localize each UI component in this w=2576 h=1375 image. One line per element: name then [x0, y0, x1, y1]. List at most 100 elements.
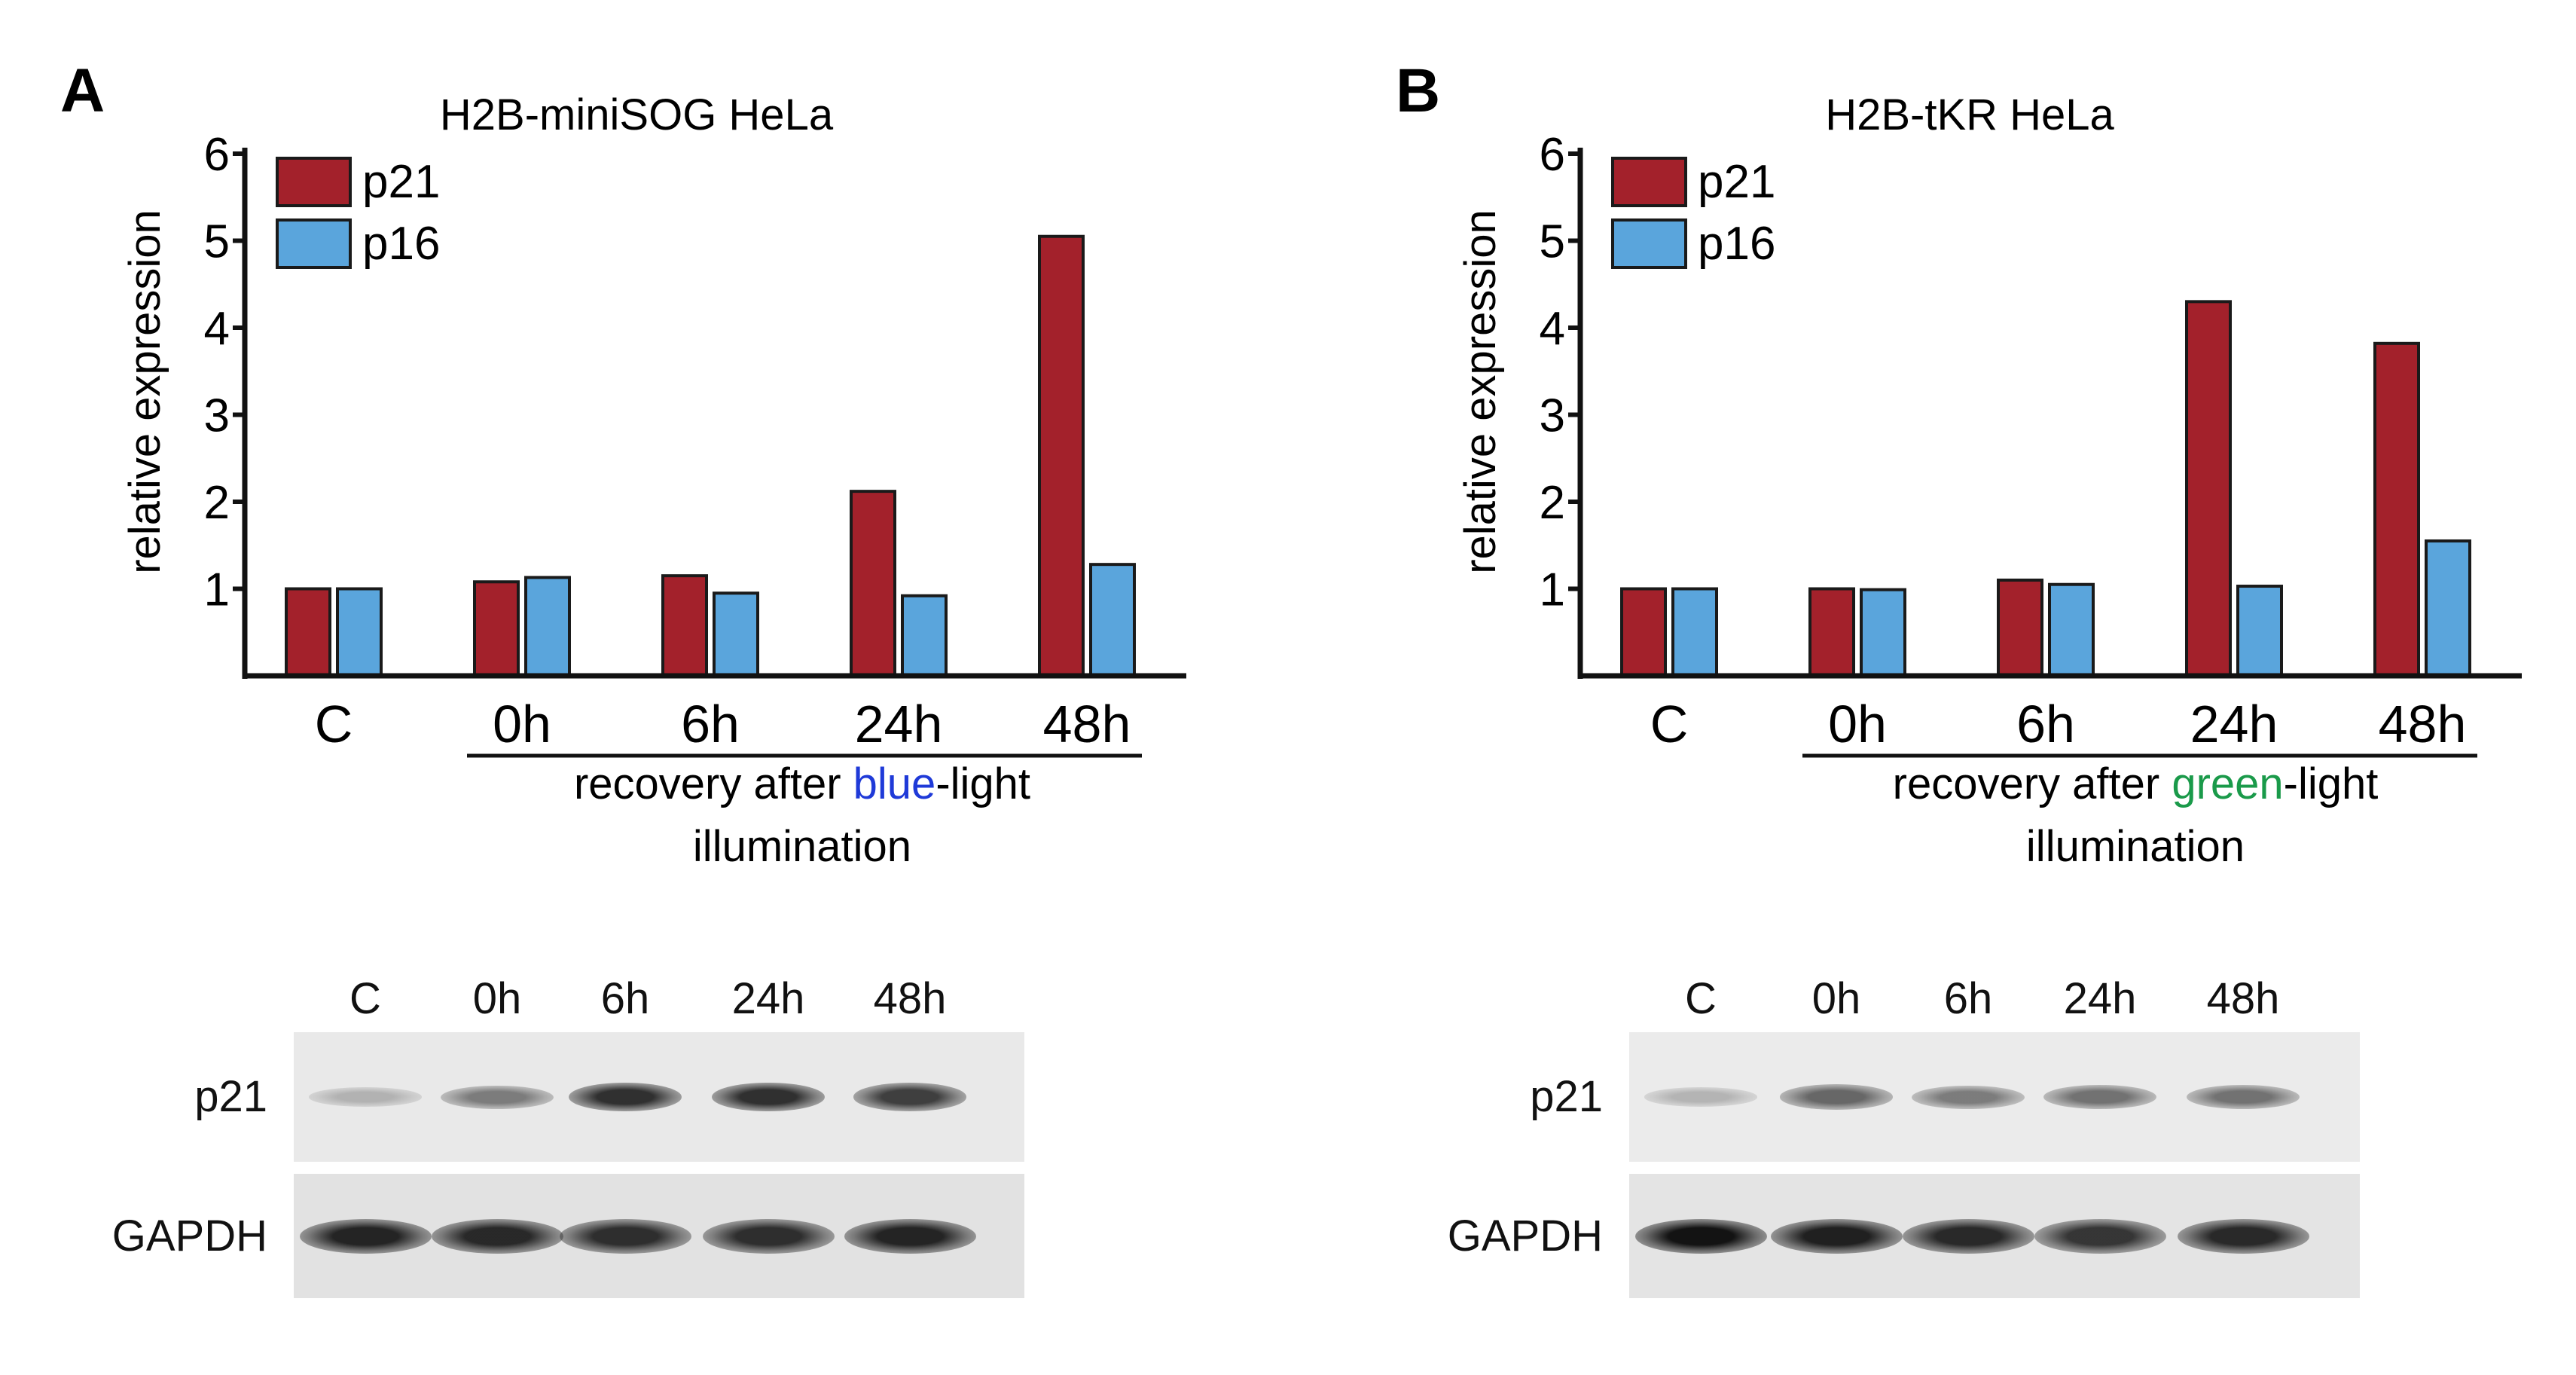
- blot-band-a-p21-6h: [569, 1082, 682, 1112]
- legend-label-b-p16: p16: [1698, 218, 1775, 270]
- panel-a: A H2B-miniSOG HeLa relative expression 1 2 3 4…: [0, 0, 1280, 1375]
- bar-a-p21-6h: [661, 574, 708, 677]
- y-tick-label-b-6: 6: [1540, 129, 1565, 181]
- blot-band-b-p21-6h: [1912, 1085, 2025, 1109]
- x-tick-label-a-0h: 0h: [493, 695, 551, 753]
- y-tick-label-a-2: 2: [204, 477, 230, 529]
- chart-a: A H2B-miniSOG HeLa relative expression 1 2 3 4…: [60, 57, 1186, 871]
- bar-b-p16-6h: [2048, 582, 2095, 677]
- blot-lane-label-a-C: C: [349, 974, 381, 1023]
- legend-label-a-p21: p21: [362, 156, 440, 208]
- blot-lane-label-a-24h: 24h: [731, 974, 805, 1023]
- blot-band-b-gapdh-C: [1634, 1218, 1767, 1254]
- blot-band-a-p21-24h: [712, 1082, 825, 1112]
- y-tick-label-a-5: 5: [204, 216, 230, 268]
- chart-title-b: H2B-tKR HeLa: [1825, 90, 2114, 139]
- blot-band-b-gapdh-0h: [1770, 1218, 1903, 1254]
- bar-a-p16-24h: [901, 594, 948, 677]
- y-tick-label-b-4: 4: [1540, 303, 1565, 355]
- blot-lane-label-b-48h: 48h: [2206, 974, 2280, 1023]
- blot-lane-label-a-48h: 48h: [873, 974, 947, 1023]
- bar-a-p16-C: [336, 587, 383, 677]
- blot-band-b-p21-48h: [2187, 1084, 2300, 1110]
- x-tick-label-b-48h: 48h: [2379, 695, 2467, 753]
- x-tick-label-a-C: C: [315, 695, 353, 753]
- x-tick-label-a-6h: 6h: [681, 695, 740, 753]
- blot-strip-b-gapdh: [1629, 1174, 2360, 1298]
- blot-band-b-gapdh-24h: [2034, 1218, 2166, 1254]
- legend-swatch-b-p21: [1611, 157, 1687, 207]
- x-axis-label-part-b-0: recovery after: [1893, 759, 2172, 808]
- panel-b: B H2B-tKR HeLa relative expression 1 2 3 4 5 6 C 0…: [1335, 0, 2576, 1375]
- bar-a-p21-24h: [850, 490, 896, 678]
- blot-band-a-gapdh-6h: [559, 1218, 691, 1254]
- blot-band-b-gapdh-48h: [2177, 1218, 2309, 1254]
- x-axis-label-part-b-1: green: [2172, 759, 2283, 808]
- y-tick-label-b-1: 1: [1540, 564, 1565, 616]
- y-tick-label-a-1: 1: [204, 564, 230, 616]
- blot-row-label-a-gapdh: GAPDH: [111, 1211, 267, 1260]
- bar-b-p16-0h: [1860, 588, 1906, 678]
- blot-lane-label-b-0h: 0h: [1811, 974, 1861, 1023]
- bar-b-p21-0h: [1808, 587, 1855, 677]
- blot-band-a-p21-C: [309, 1087, 422, 1107]
- y-axis-label-a: relative expression: [121, 209, 169, 574]
- x-axis-label-part-a-2: -light: [935, 759, 1030, 808]
- blot-band-a-p21-0h: [441, 1085, 554, 1109]
- x-tick-label-b-0h: 0h: [1828, 695, 1887, 753]
- blot-band-b-p21-24h: [2043, 1084, 2156, 1110]
- blot-strip-a-p21: [294, 1032, 1024, 1162]
- chart-b: B H2B-tKR HeLa relative expression 1 2 3 4 5 6 C 0…: [1396, 57, 2522, 871]
- bar-b-p21-48h: [2373, 341, 2420, 677]
- blot-band-a-gapdh-24h: [702, 1218, 835, 1254]
- blot-lane-label-b-24h: 24h: [2063, 974, 2137, 1023]
- legend-swatch-a-p16: [276, 218, 352, 269]
- x-axis-label-line2-a: illumination: [693, 822, 911, 871]
- x-axis-label-b: recovery after green-light: [1893, 759, 2379, 808]
- bar-a-p16-0h: [524, 576, 571, 677]
- legend-swatch-a-p21: [276, 157, 352, 207]
- x-tick-label-a-48h: 48h: [1043, 695, 1131, 753]
- x-axis-label-line2-b: illumination: [2026, 822, 2245, 871]
- x-tick-label-b-6h: 6h: [2016, 695, 2075, 753]
- bar-a-p16-6h: [713, 591, 759, 678]
- bar-b-p21-C: [1620, 587, 1667, 677]
- x-tick-label-b-C: C: [1650, 695, 1689, 753]
- blot-lane-label-a-0h: 0h: [472, 974, 522, 1023]
- blot-band-b-p21-C: [1644, 1087, 1757, 1107]
- blot-strip-a-gapdh: [294, 1174, 1024, 1298]
- bar-b-p16-C: [1671, 587, 1718, 677]
- blot-band-b-p21-0h: [1780, 1084, 1893, 1110]
- y-tick-label-a-6: 6: [204, 129, 230, 181]
- blot-band-b-gapdh-6h: [1902, 1218, 2034, 1254]
- blot-lane-label-b-6h: 6h: [1943, 974, 1993, 1023]
- x-axis-label-part-a-1: blue: [853, 759, 936, 808]
- bar-b-p16-24h: [2236, 585, 2283, 677]
- x-axis-label-a: recovery after blue-light: [574, 759, 1030, 808]
- y-tick-label-b-5: 5: [1540, 216, 1565, 268]
- blot-row-label-b-p21: p21: [1530, 1072, 1603, 1121]
- x-tick-label-a-24h: 24h: [855, 695, 943, 753]
- y-tick-label-b-3: 3: [1540, 390, 1565, 442]
- panel-letter-a: A: [60, 57, 105, 125]
- y-tick-label-a-3: 3: [204, 390, 230, 442]
- blot-lane-label-a-6h: 6h: [600, 974, 650, 1023]
- blot-band-a-p21-48h: [853, 1083, 966, 1111]
- y-tick-label-b-2: 2: [1540, 477, 1565, 529]
- x-axis-label-part-b-2: -light: [2284, 759, 2379, 808]
- x-tick-label-b-24h: 24h: [2190, 695, 2278, 753]
- legend-swatch-b-p16: [1611, 218, 1687, 269]
- blot-row-label-b-gapdh: GAPDH: [1447, 1211, 1603, 1260]
- x-axis-label-part-a-0: recovery after: [574, 759, 853, 808]
- bar-a-p21-0h: [473, 580, 520, 678]
- bar-b-p21-6h: [1997, 578, 2043, 678]
- chart-title-a: H2B-miniSOG HeLa: [440, 90, 834, 139]
- blot-row-label-a-p21: p21: [194, 1072, 267, 1121]
- y-tick-label-a-4: 4: [204, 303, 230, 355]
- blot-band-a-gapdh-0h: [431, 1218, 563, 1254]
- blot-band-a-gapdh-C: [299, 1218, 432, 1254]
- legend-label-a-p16: p16: [362, 218, 440, 270]
- legend-label-b-p21: p21: [1698, 156, 1775, 208]
- bar-a-p21-C: [285, 587, 331, 677]
- panel-letter-b: B: [1396, 57, 1440, 125]
